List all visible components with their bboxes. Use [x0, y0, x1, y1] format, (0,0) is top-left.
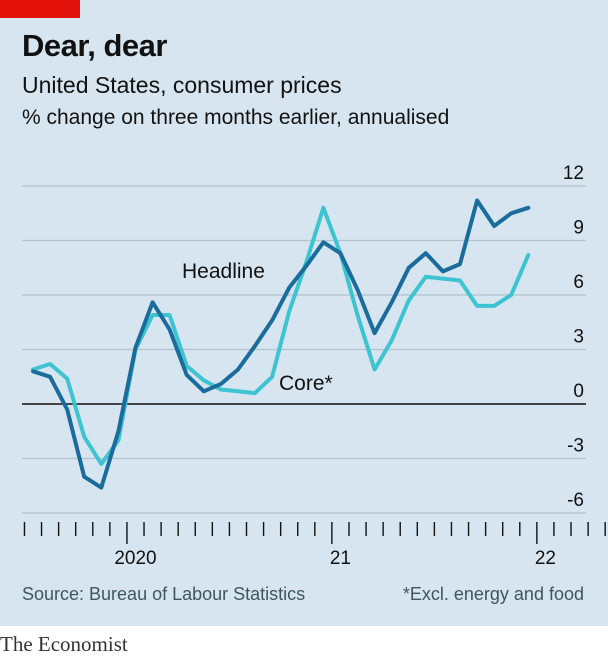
y-tick-label: 3: [573, 327, 584, 348]
series-line-core: [31, 205, 531, 466]
footnote: *Excl. energy and food: [402, 584, 584, 604]
chart-title: Dear, dear: [22, 28, 167, 63]
series-label-core: Core*: [279, 372, 333, 395]
y-tick-label: 12: [563, 163, 584, 184]
line-chart: 12 9 6 3 0 -3 -6 2020 21 22 Headline Core*: [22, 163, 606, 569]
series-lines: [31, 198, 531, 490]
x-tick-label: 22: [535, 548, 556, 569]
x-tick-label: 21: [330, 548, 351, 569]
brand-tag: [0, 0, 80, 18]
series-line-headline: [31, 198, 531, 490]
y-tick-label: -6: [567, 490, 584, 511]
series-label-headline: Headline: [182, 260, 265, 283]
y-tick-label: 0: [573, 381, 584, 402]
source-note: Source: Bureau of Labour Statistics: [22, 584, 306, 604]
y-tick-label: -3: [567, 436, 584, 457]
chart-card: Dear, dear United States, consumer price…: [0, 0, 608, 626]
x-axis: 2020 21 22: [23, 522, 606, 569]
brand-wordmark: The Economist: [0, 632, 128, 656]
y-axis-labels: 12 9 6 3 0 -3 -6: [563, 163, 584, 511]
chart-subtitle: United States, consumer prices: [22, 72, 342, 98]
x-tick-label: 2020: [114, 548, 156, 569]
y-tick-label: 6: [573, 272, 584, 293]
gridlines: [22, 185, 586, 514]
y-tick-label: 9: [573, 218, 584, 239]
series-labels: Headline Core*: [182, 260, 333, 395]
chart-unit: % change on three months earlier, annual…: [22, 106, 450, 129]
